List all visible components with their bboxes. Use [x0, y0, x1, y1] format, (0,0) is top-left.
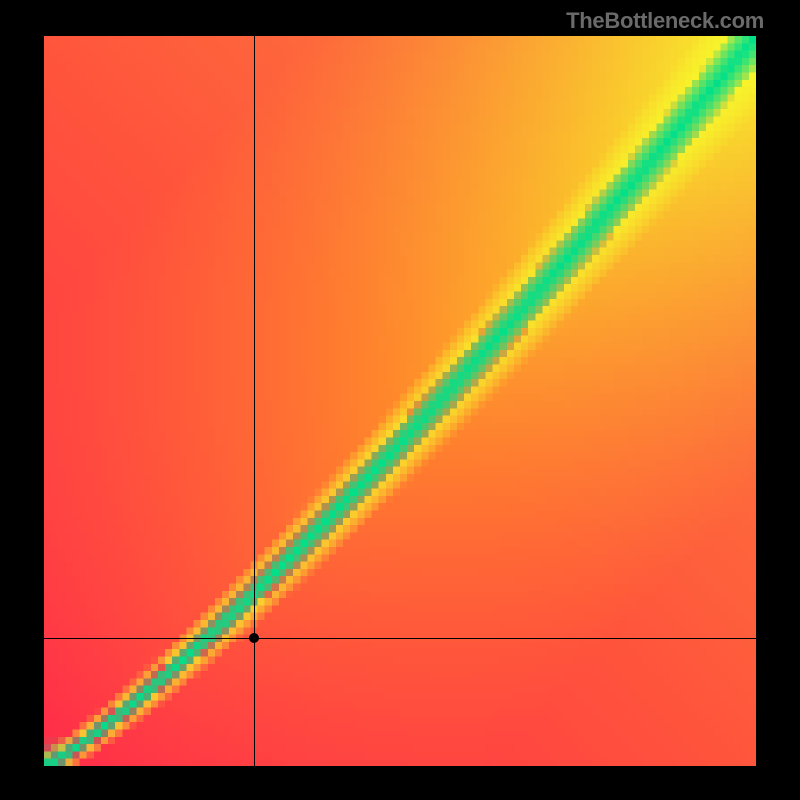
crosshair-marker: [249, 633, 259, 643]
watermark-text: TheBottleneck.com: [566, 8, 764, 34]
bottleneck-heatmap: [44, 36, 756, 766]
crosshair-vertical: [254, 36, 255, 766]
crosshair-horizontal: [44, 638, 756, 639]
